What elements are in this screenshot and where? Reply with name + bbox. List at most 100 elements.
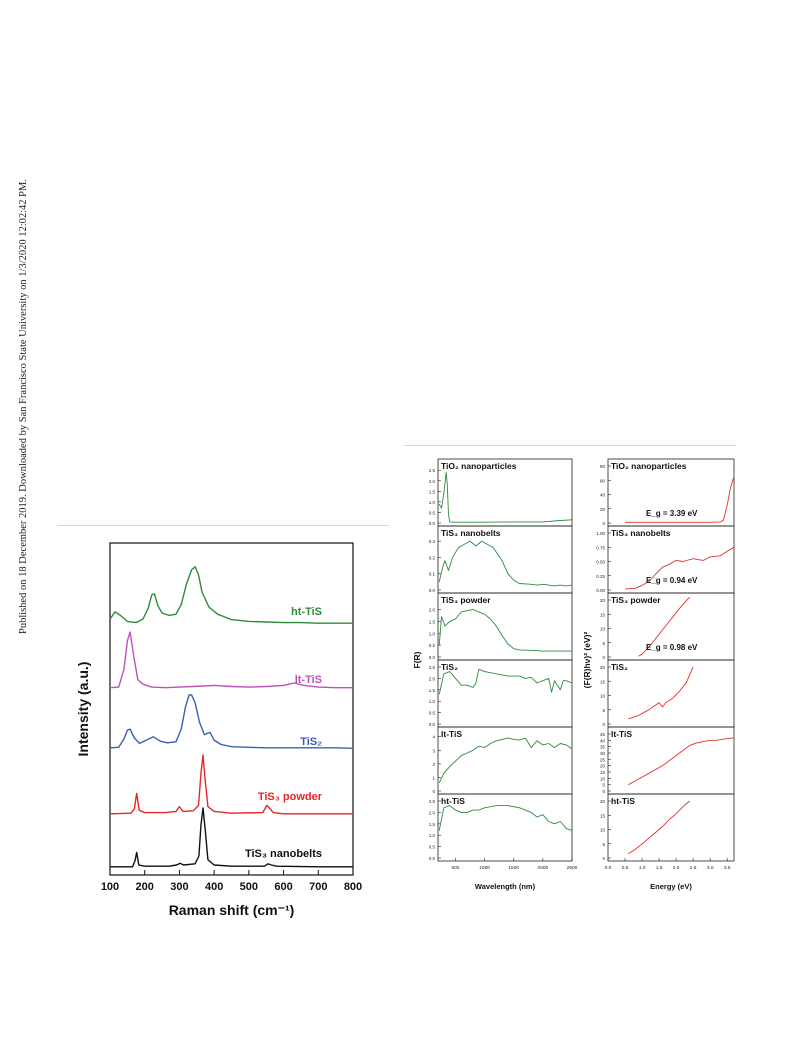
series-label-tis3-powder: TiS₃ powder (258, 791, 323, 803)
y-tick-label: 0 (602, 856, 605, 861)
y-tick-label: 15 (600, 770, 606, 775)
y-tick-label: 1.0 (429, 631, 436, 636)
panel-label-tis3-nanobelts: TiS₃ nanobelts (441, 528, 501, 538)
x-tick-label: 600 (274, 881, 292, 893)
y-tick-label: 0.5 (429, 711, 436, 716)
y-tick-label: 2.5 (429, 665, 436, 670)
panel-frame (607, 793, 735, 862)
y-tick-label: 0.2 (429, 555, 436, 560)
y-tick-label: 3 (432, 748, 435, 753)
x-tick-label: 400 (205, 881, 223, 893)
y-tick-label: 0.1 (429, 572, 436, 577)
y-tick-label: 10 (600, 828, 606, 833)
bandgap-annotation: E_g = 3.39 eV (646, 509, 698, 518)
y-tick-label: 2.5 (429, 799, 436, 804)
download-note-text: Published on 18 December 2019. Downloade… (18, 179, 29, 634)
panel-label-tis3-powder: TiS₃ powder (441, 595, 491, 605)
y-tick-label: 0 (602, 655, 605, 660)
x-tick-label: 1000 (479, 865, 490, 871)
x-tick-label: 700 (309, 881, 327, 893)
y-axis-label: F(R) (412, 651, 422, 668)
x-tick-label: 2.0 (673, 865, 680, 871)
y-tick-label: 20 (600, 799, 606, 804)
y-tick-label: 0 (602, 722, 605, 727)
y-tick-label: 0.0 (429, 722, 436, 727)
panel-label-ht-tis: ht-TiS (611, 796, 635, 806)
series-label-tis2: TiS₂ (300, 736, 322, 748)
panel-curve-ht-tis (628, 800, 690, 855)
series-label-lt-tis: lt-TiS (295, 674, 322, 686)
y-tick-label: 20 (600, 507, 606, 512)
panel-label-lt-tis: lt-TiS (441, 729, 462, 739)
y-tick-label: 2 (432, 762, 435, 767)
series-line-tis3-powder (109, 754, 353, 815)
y-tick-label: 30 (600, 751, 606, 756)
y-tick-label: 15 (600, 612, 606, 617)
y-tick-label: 1.5 (429, 489, 436, 494)
x-tick-label: 300 (170, 881, 188, 893)
top-rule-left (57, 525, 389, 526)
x-tick-label: 0.5 (622, 865, 629, 871)
panel-curve-tis2 (628, 666, 694, 720)
y-tick-label: 1.0 (429, 699, 436, 704)
y-tick-label: 45 (600, 732, 606, 737)
bandgap-annotation: E_g = 0.98 eV (646, 643, 698, 652)
y-tick-label: 0.5 (429, 643, 436, 648)
y-tick-label: 40 (600, 493, 606, 498)
y-tick-label: 20 (600, 665, 606, 670)
panel-frame (437, 793, 573, 862)
y-tick-label: 10 (600, 627, 606, 632)
x-tick-label: 0.0 (605, 865, 612, 871)
x-axis-label: Raman shift (cm⁻¹) (169, 902, 295, 918)
y-tick-label: 20 (600, 598, 606, 603)
y-tick-label: 0.0 (429, 521, 436, 526)
panel-curve-tis2 (438, 668, 573, 695)
y-tick-label: 0.0 (429, 588, 436, 593)
x-tick-label: 200 (136, 881, 154, 893)
x-tick-label: 2000 (538, 865, 549, 871)
y-tick-label: 1.5 (429, 822, 436, 827)
y-tick-label: 40 (600, 738, 606, 743)
panel-curve-lt-tis (628, 737, 735, 786)
x-tick-label: 2500 (567, 865, 578, 871)
panel-curve-tio2-nanoparticles (625, 476, 735, 523)
y-tick-label: 0 (602, 789, 605, 794)
series-line-ht-tis (109, 566, 353, 624)
y-tick-label: 0.5 (429, 845, 436, 850)
panel-frame (437, 659, 573, 728)
x-tick-label: 500 (451, 865, 459, 871)
panel-curve-ht-tis (438, 805, 573, 832)
panel-label-ht-tis: ht-TiS (441, 796, 465, 806)
y-tick-label: 0.25 (596, 574, 605, 579)
download-watermark: Published on 18 December 2019. Downloade… (18, 0, 32, 1039)
top-rule-right (404, 445, 736, 446)
y-tick-label: 5 (602, 783, 605, 788)
panel-curve-lt-tis (438, 737, 573, 784)
x-tick-label: 500 (240, 881, 258, 893)
panel-label-tis2: TiS₂ (441, 662, 458, 672)
y-tick-label: 4 (432, 735, 435, 740)
y-tick-label: 1.0 (429, 500, 436, 505)
y-axis-label: (F(R)hν)² (eV)² (582, 632, 592, 689)
panel-label-tis3-powder: TiS₃ powder (611, 595, 661, 605)
panel-label-tis3-nanobelts: TiS₃ nanobelts (611, 528, 671, 538)
y-tick-label: 20 (600, 764, 606, 769)
y-tick-label: 0.75 (596, 545, 605, 550)
y-tick-label: 0.0 (429, 856, 436, 861)
y-tick-label: 5 (602, 842, 605, 847)
y-tick-label: 2.0 (429, 810, 436, 815)
panel-curve-tis3-powder (438, 609, 572, 652)
series-line-lt-tis (109, 631, 353, 689)
x-axis-label: Energy (eV) (650, 882, 692, 891)
series-label-ht-tis: ht-TiS (291, 606, 322, 618)
x-tick-label: 2.5 (690, 865, 697, 871)
raman-spectra-chart: 100 200 300 400 500 600 700 800 Raman shift (cm⁻… (75, 542, 362, 918)
x-tick-label: 1.5 (656, 865, 663, 871)
y-tick-label: 2.0 (429, 676, 436, 681)
panel-curve-tio2-nanoparticles (438, 471, 573, 523)
y-tick-label: 10 (600, 776, 606, 781)
y-tick-label: 5 (602, 708, 605, 713)
series-line-tis2 (109, 694, 354, 749)
x-axis-label: Wavelength (nm) (475, 882, 536, 891)
panel-label-tio2-nanoparticles: TiO₂ nanoparticles (611, 461, 687, 471)
